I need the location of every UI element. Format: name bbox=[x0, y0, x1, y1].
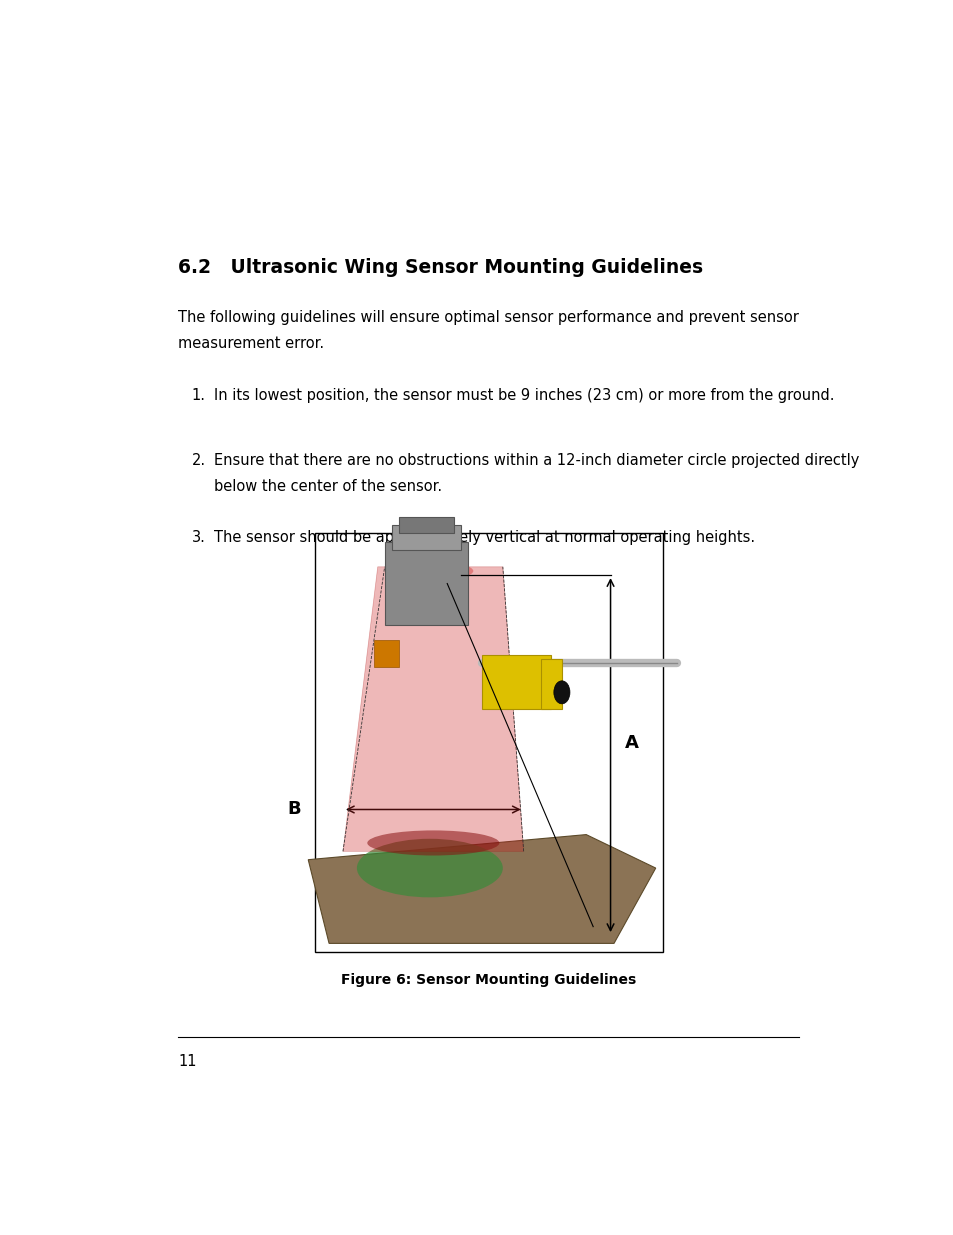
Ellipse shape bbox=[356, 839, 502, 898]
Bar bbox=[398, 516, 454, 534]
Bar bbox=[540, 658, 561, 709]
Bar bbox=[481, 655, 551, 709]
Text: 3.: 3. bbox=[192, 531, 205, 546]
Text: The sensor should be approximately vertical at normal operating heights.: The sensor should be approximately verti… bbox=[213, 531, 754, 546]
Polygon shape bbox=[308, 835, 655, 944]
Text: Figure 6: Sensor Mounting Guidelines: Figure 6: Sensor Mounting Guidelines bbox=[341, 973, 636, 987]
Text: In its lowest position, the sensor must be 9 inches (23 cm) or more from the gro: In its lowest position, the sensor must … bbox=[213, 388, 834, 403]
Text: A: A bbox=[624, 734, 638, 752]
Ellipse shape bbox=[554, 680, 569, 704]
Text: below the center of the sensor.: below the center of the sensor. bbox=[213, 479, 441, 494]
Bar bbox=[374, 640, 398, 667]
Bar bbox=[314, 534, 662, 952]
Bar bbox=[392, 525, 460, 550]
Text: 1.: 1. bbox=[192, 388, 206, 403]
Text: 11: 11 bbox=[178, 1055, 196, 1070]
Text: 2.: 2. bbox=[192, 452, 206, 468]
Text: 6.2   Ultrasonic Wing Sensor Mounting Guidelines: 6.2 Ultrasonic Wing Sensor Mounting Guid… bbox=[178, 258, 702, 277]
Text: measurement error.: measurement error. bbox=[178, 336, 324, 352]
Ellipse shape bbox=[407, 563, 473, 579]
Text: Ensure that there are no obstructions within a 12-inch diameter circle projected: Ensure that there are no obstructions wi… bbox=[213, 452, 859, 468]
Text: B: B bbox=[287, 800, 301, 819]
Text: The following guidelines will ensure optimal sensor performance and prevent sens: The following guidelines will ensure opt… bbox=[178, 310, 799, 325]
Polygon shape bbox=[343, 567, 523, 851]
Bar bbox=[384, 542, 468, 625]
Ellipse shape bbox=[367, 830, 498, 856]
